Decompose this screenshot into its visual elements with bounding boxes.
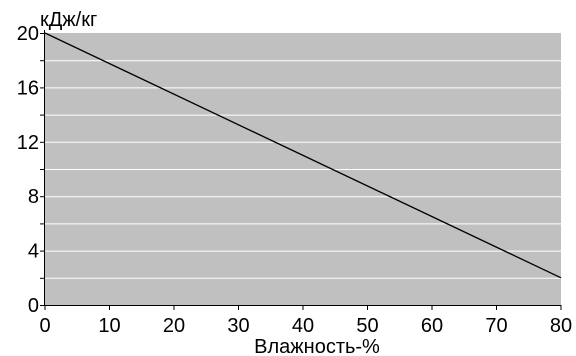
y-tick-label: 8 (28, 186, 39, 208)
y-tick-label: 12 (17, 132, 39, 154)
grid-lines (45, 60, 561, 279)
x-tick-label: 20 (163, 315, 185, 337)
x-tick-label: 60 (421, 315, 443, 337)
x-tick-label: 80 (550, 315, 572, 337)
x-tick-label: 70 (485, 315, 507, 337)
x-tick-label: 0 (39, 315, 50, 337)
x-axis-title: Влажность-% (254, 336, 380, 356)
y-tick-label: 16 (17, 77, 39, 99)
x-tick-label: 10 (98, 315, 120, 337)
y-tick-label: 4 (28, 241, 39, 263)
x-tick-label: 30 (227, 315, 249, 337)
series-group (44, 32, 562, 279)
x-tick-label: 50 (356, 315, 378, 337)
series-line (44, 32, 562, 279)
y-axis-title: кДж/кг (40, 9, 97, 31)
y-tick-label: 0 (28, 295, 39, 317)
ticks: 0 4 8 12 16 20 0 10 20 30 40 50 60 70 80 (17, 23, 572, 337)
x-tick-label: 40 (292, 315, 314, 337)
y-tick-label: 20 (17, 23, 39, 45)
